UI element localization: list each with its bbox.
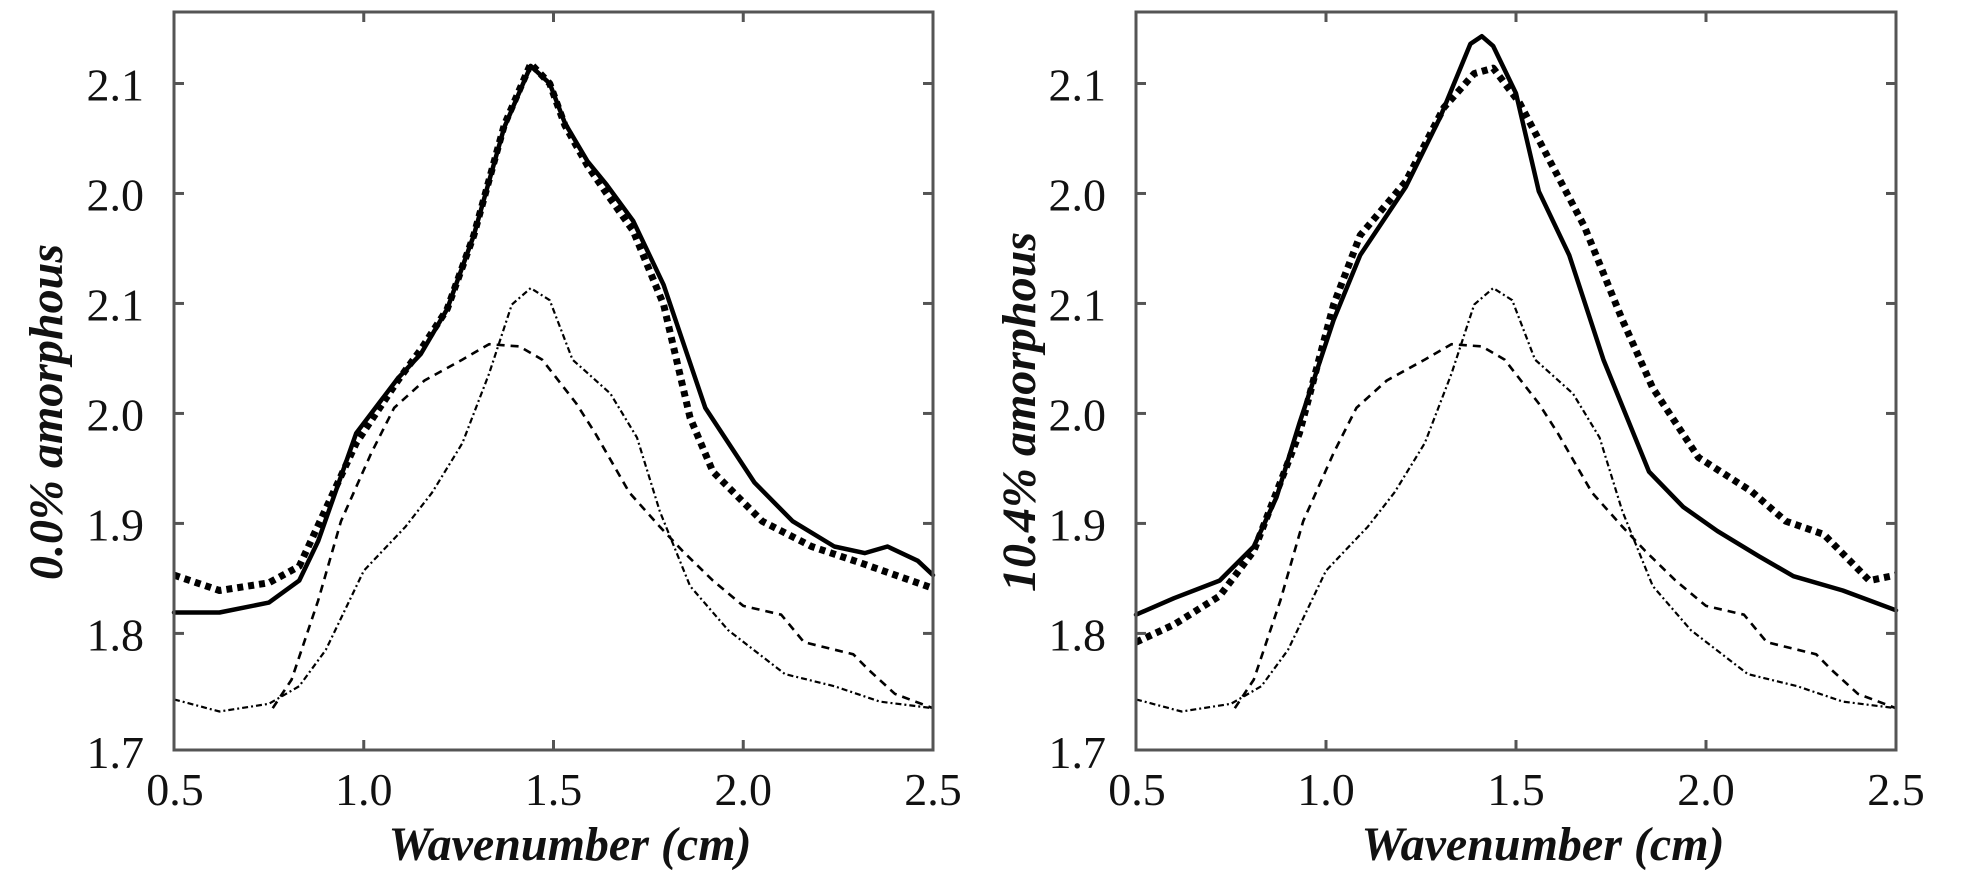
x-tick-label: 1.5: [525, 764, 583, 815]
y-tick-label: 2.0: [87, 389, 145, 440]
x-tick-label: 2.0: [715, 764, 773, 815]
x-tick-label: 0.5: [1108, 764, 1166, 815]
x-tick-label: 1.5: [1487, 764, 1545, 815]
series-line-dash-dot: [173, 287, 934, 713]
series-line-thick-dotted: [172, 60, 935, 594]
left-panel: 0.0% amorphous Wavenumber (cm) 0.5 1.0 1.5…: [20, 10, 962, 871]
y-tick-label: 2.1: [1049, 59, 1107, 110]
series-line-dashed: [271, 342, 934, 710]
y-tick-label: 2.0: [87, 169, 145, 220]
y-tick-label: 2.1: [87, 279, 145, 330]
x-axis-title: Wavenumber (cm): [388, 818, 751, 871]
series-line-dashed: [1233, 342, 1897, 710]
y-tick-label: 2.1: [1049, 279, 1107, 330]
series-line-dash-dot: [1135, 287, 1897, 713]
series-line-solid: [1133, 33, 1899, 617]
series-line-solid: [171, 63, 936, 615]
y-tick-label: 1.8: [87, 609, 145, 660]
y-tick-label: 1.8: [1049, 609, 1107, 660]
plot-frame: [1134, 10, 1898, 752]
right-panel: 10.4% amorphous Wavenumber (cm) 0.5 1.0 1.…: [993, 10, 1925, 871]
y-tick-label: 1.9: [1049, 499, 1107, 550]
y-tick-label: 2.0: [1049, 169, 1107, 220]
x-axis-title: Wavenumber (cm): [1361, 818, 1724, 871]
y-axis-title: 0.0% amorphous: [20, 244, 73, 580]
y-tick-label: 1.9: [87, 499, 145, 550]
x-tick-label: 2.0: [1677, 764, 1735, 815]
x-tick-label: 0.5: [146, 764, 204, 815]
x-tick-label: 1.0: [1297, 764, 1355, 815]
x-tick-label: 1.0: [335, 764, 393, 815]
y-tick-label: 2.0: [1049, 389, 1107, 440]
x-tick-label: 2.5: [1867, 764, 1925, 815]
plot-frame: [172, 10, 935, 752]
y-tick-label: 2.1: [87, 59, 145, 110]
x-tick-label: 2.5: [904, 764, 962, 815]
y-tick-label: 1.7: [87, 727, 145, 778]
y-axis-title: 10.4% amorphous: [993, 232, 1046, 592]
y-tick-label: 1.7: [1049, 727, 1107, 778]
series-line-thick-dotted: [1134, 64, 1897, 646]
